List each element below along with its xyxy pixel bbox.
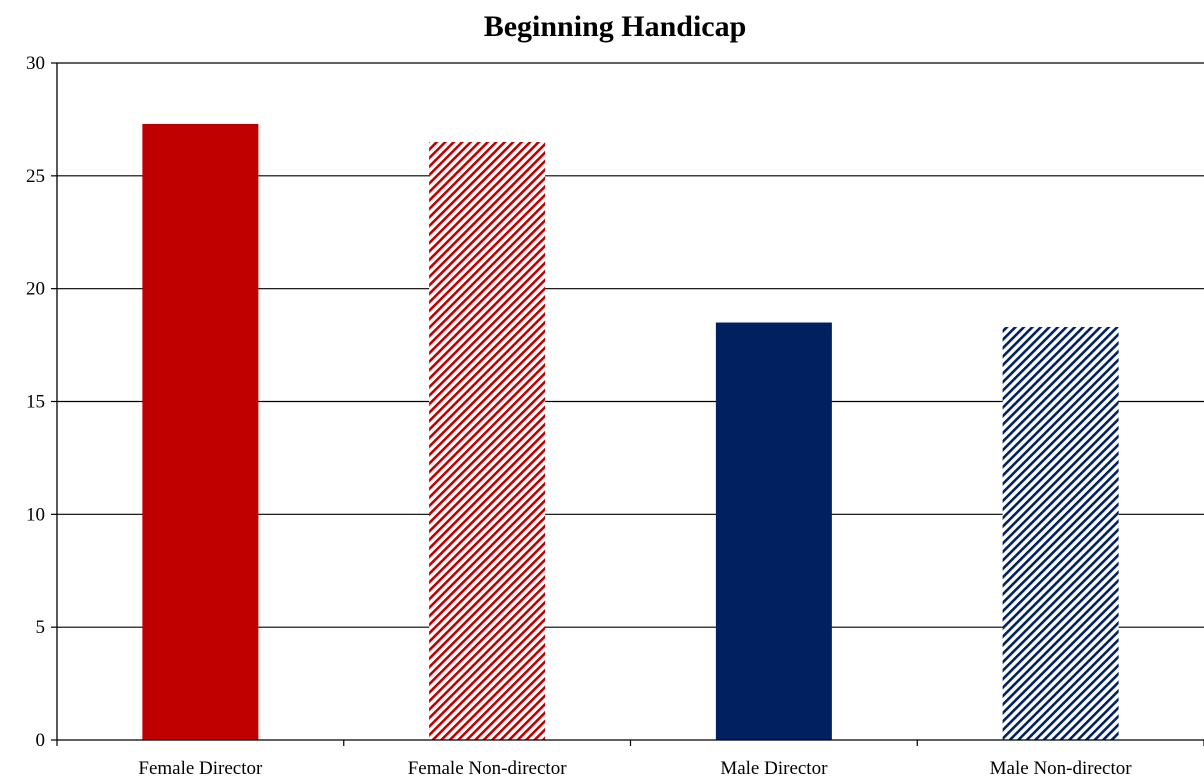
- x-tick-label: Female Non-director: [408, 758, 567, 779]
- bar-male-non-director: [1002, 327, 1119, 740]
- chart-title: Beginning Handicap: [484, 10, 747, 43]
- x-tick-label: Male Director: [720, 758, 828, 779]
- x-tick-labels: Female Director Female Non-director Male D…: [138, 758, 1132, 779]
- axes: [51, 62, 1204, 746]
- y-tick-label: 5: [36, 617, 46, 638]
- y-tick-label: 10: [26, 504, 45, 525]
- y-tick-label: 25: [26, 166, 45, 187]
- y-tick-label: 30: [26, 53, 45, 74]
- x-tick-label: Male Non-director: [990, 758, 1133, 779]
- bars: [142, 123, 1119, 741]
- bar-female-director: [142, 123, 259, 741]
- bar-female-non-director: [429, 141, 546, 740]
- x-tick-label: Female Director: [138, 758, 263, 779]
- y-tick-label: 0: [36, 730, 46, 751]
- y-tick-label: 20: [26, 279, 45, 300]
- bar-male-director: [715, 322, 832, 740]
- y-tick-label: 15: [26, 392, 45, 413]
- y-tick-labels: 0 5 10 15 20 25 30: [26, 53, 45, 751]
